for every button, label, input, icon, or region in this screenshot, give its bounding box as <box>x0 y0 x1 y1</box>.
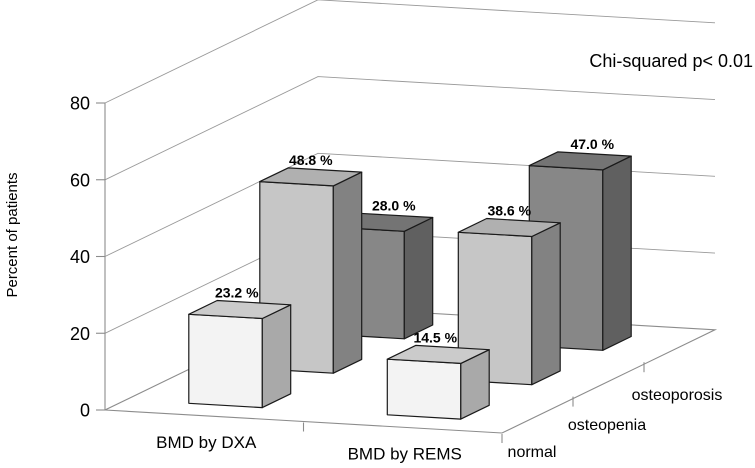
data-label-rems-osteoporosis: 47.0 % <box>570 136 614 152</box>
y-tick-label-80: 80 <box>70 94 90 114</box>
category-label-rems: BMD by REMS <box>348 444 462 463</box>
y-axis-title: Percent of patients <box>4 172 21 297</box>
bar-rems-normal <box>386 344 490 420</box>
bar-front-face <box>386 358 462 420</box>
bar-front-face <box>188 313 263 409</box>
data-label-dxa-normal: 23.2 % <box>215 285 259 301</box>
y-tick-label-20: 20 <box>70 324 90 344</box>
bar-side-face <box>531 222 561 386</box>
bar-side-face <box>602 155 632 351</box>
bar-top-face <box>259 167 363 187</box>
row-label-osteoporosis: osteoporosis <box>632 387 723 404</box>
bar-side-face <box>332 171 363 374</box>
bar-rems-osteopenia <box>457 217 561 386</box>
bar-dxa-normal <box>188 299 292 409</box>
y-tick-label-60: 60 <box>70 170 90 190</box>
category-label-dxa: BMD by DXA <box>156 433 257 452</box>
annotation-chi-squared: Chi-squared p< 0.01 <box>589 51 753 71</box>
bar-top-face <box>528 151 632 171</box>
data-label-dxa-osteopenia: 48.8 % <box>289 152 333 168</box>
bar-dxa-osteopenia <box>259 167 363 374</box>
gridline-80 <box>104 0 716 104</box>
row-label-osteopenia: osteopenia <box>568 417 646 434</box>
row-label-normal: normal <box>508 444 557 461</box>
gridline-60 <box>104 76 716 181</box>
bar-top-face <box>386 344 490 364</box>
data-label-dxa-osteoporosis: 28.0 % <box>372 197 416 213</box>
y-tick-label-40: 40 <box>70 247 90 267</box>
bar-side-face <box>261 304 292 409</box>
bar-top-face <box>457 217 561 238</box>
bar-side-face <box>403 216 434 340</box>
data-label-rems-normal: 14.5 % <box>413 329 457 345</box>
bar-top-face <box>188 299 292 320</box>
y-tick-label-0: 0 <box>80 401 90 421</box>
data-label-rems-osteopenia: 38.6 % <box>487 203 531 219</box>
